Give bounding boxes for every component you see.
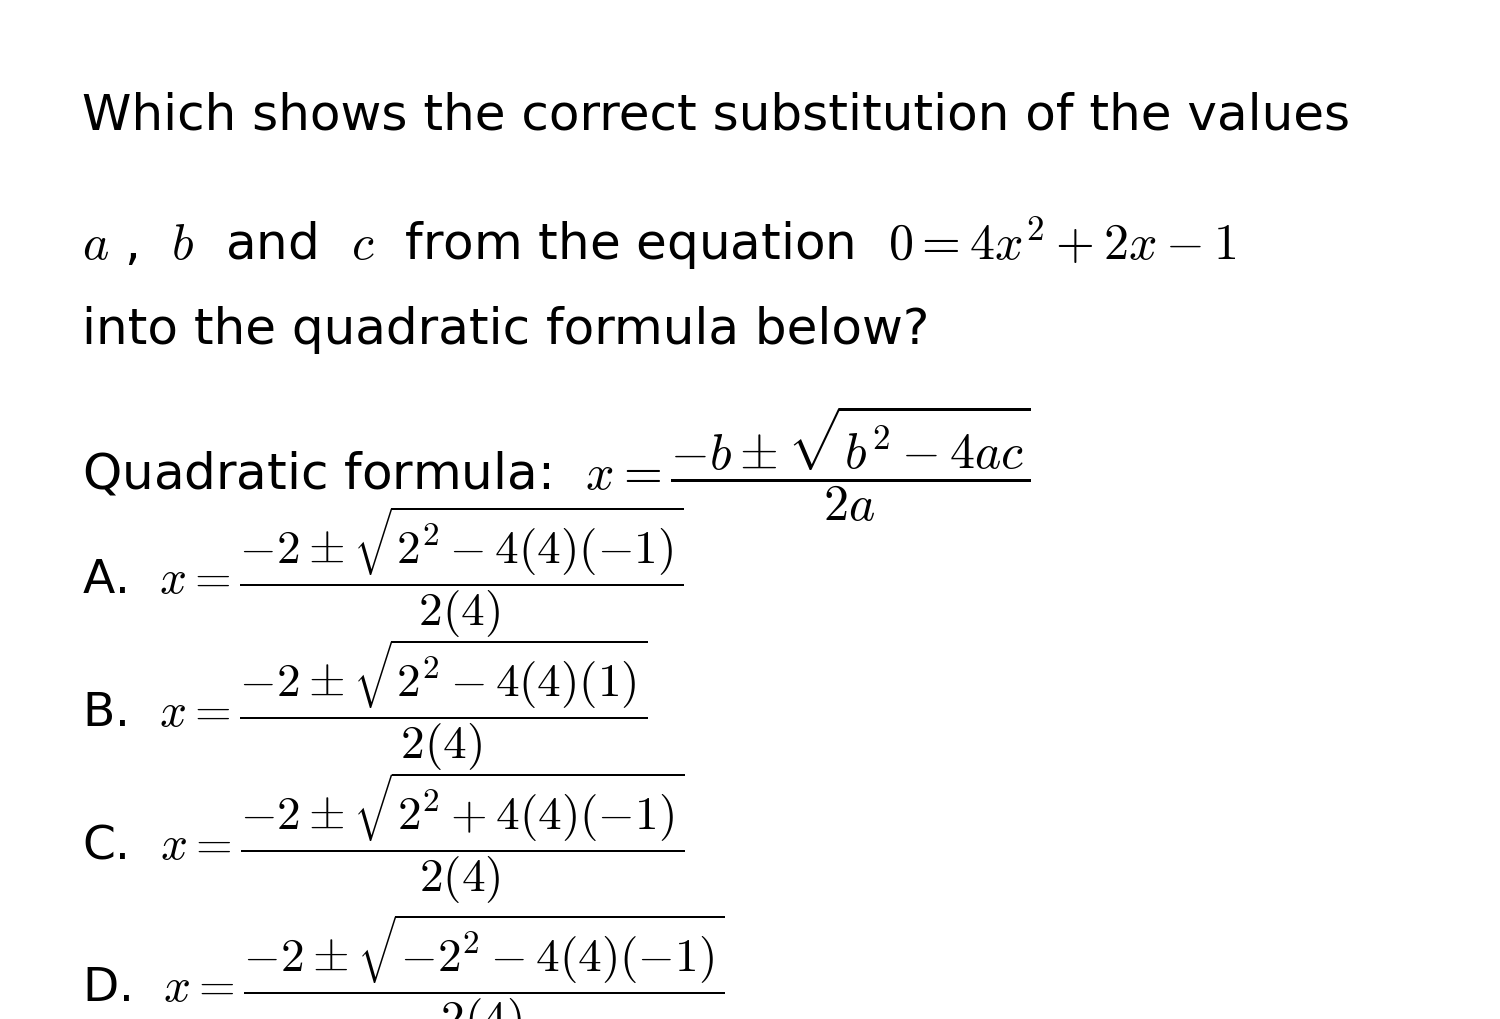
Text: B.  $x = \dfrac{-2\pm\sqrt{2^2-4(4)(1)}}{2(4)}$: B. $x = \dfrac{-2\pm\sqrt{2^2-4(4)(1)}}{…: [82, 637, 648, 772]
Text: Which shows the correct substitution of the values: Which shows the correct substitution of …: [82, 92, 1350, 140]
Text: Quadratic formula:  $x = \dfrac{-b\pm\sqrt{b^2-4ac}}{2a}$: Quadratic formula: $x = \dfrac{-b\pm\sqr…: [82, 403, 1030, 523]
Text: C.  $x = \dfrac{-2\pm\sqrt{2^2+4(4)(-1)}}{2(4)}$: C. $x = \dfrac{-2\pm\sqrt{2^2+4(4)(-1)}}…: [82, 769, 686, 905]
Text: into the quadratic formula below?: into the quadratic formula below?: [82, 306, 930, 354]
Text: $a$ ,  $b$  and  $c$  from the equation  $0 = 4x^2 + 2x - 1$: $a$ , $b$ and $c$ from the equation $0 =…: [82, 214, 1237, 272]
Text: D.  $x = \dfrac{-2\pm\sqrt{-2^2-4(4)(-1)}}{2(4)}$: D. $x = \dfrac{-2\pm\sqrt{-2^2-4(4)(-1)}…: [82, 912, 724, 1019]
Text: A.  $x = \dfrac{-2\pm\sqrt{2^2-4(4)(-1)}}{2(4)}$: A. $x = \dfrac{-2\pm\sqrt{2^2-4(4)(-1)}}…: [82, 504, 684, 640]
